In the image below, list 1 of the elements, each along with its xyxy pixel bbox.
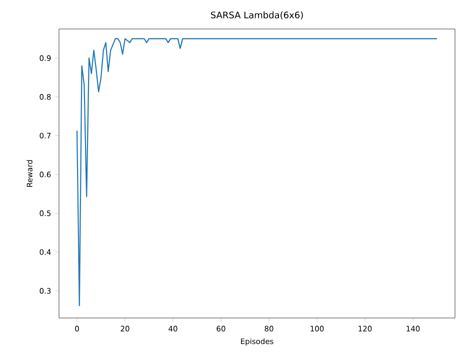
chart-title: SARSA Lambda(6x6) <box>210 11 303 20</box>
